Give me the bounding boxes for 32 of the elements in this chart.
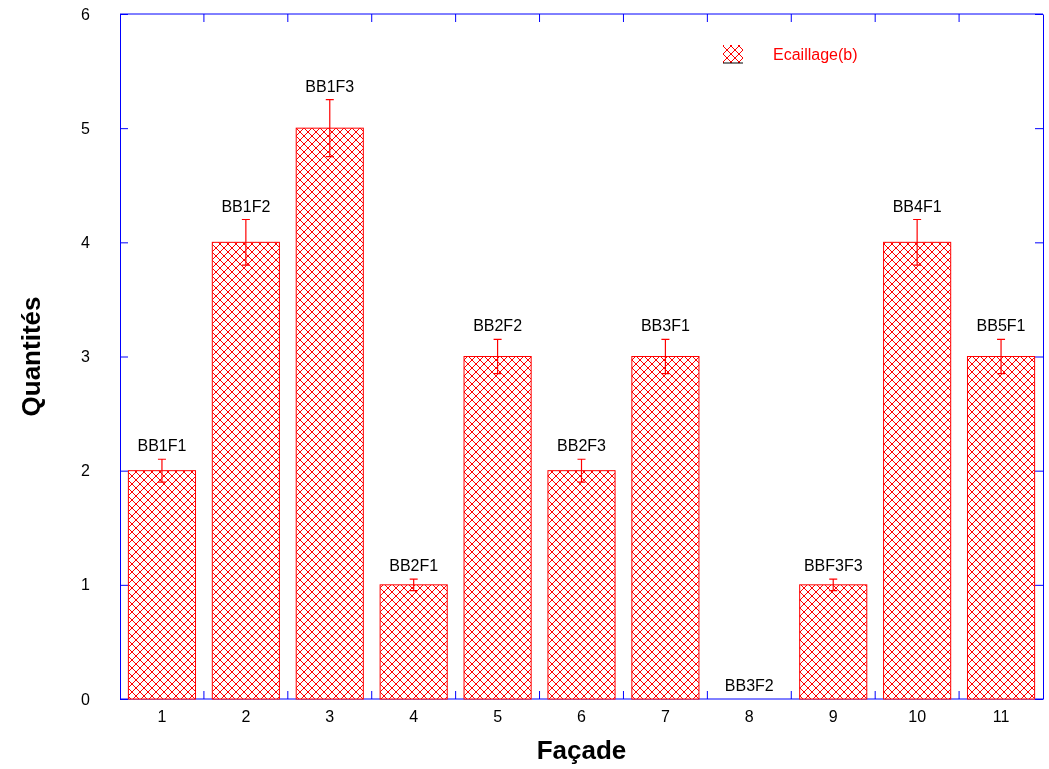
y-tick-label: 2 — [81, 462, 91, 480]
annotation: BB1F3 — [305, 77, 355, 95]
x-tick-label: 4 — [409, 708, 419, 726]
annotation: BBF3F3 — [803, 557, 863, 575]
annotation: BB2F1 — [389, 557, 439, 575]
y-tick-label: 5 — [81, 119, 91, 137]
annotation: BB3F2 — [724, 677, 774, 694]
annotation: BB1F1 — [137, 437, 187, 455]
x-tick-label: 8 — [744, 708, 754, 726]
y-tick-label: 4 — [81, 233, 91, 251]
annotation: BB2F2 — [473, 317, 523, 335]
y-axis-title: Quantités — [16, 296, 46, 417]
annotation: BB5F1 — [976, 317, 1026, 335]
annotation: BB1F2 — [221, 197, 271, 215]
y-tick-label: 3 — [81, 348, 91, 366]
y-tick-label: 0 — [81, 690, 91, 708]
legend-label: Ecaillage(b) — [773, 46, 858, 63]
y-tick-label: 6 — [81, 5, 91, 23]
x-tick-label: 6 — [577, 708, 587, 726]
annotation: BB4F1 — [892, 197, 942, 215]
x-tick-label: 7 — [660, 708, 670, 726]
x-tick-label: 1 — [157, 708, 167, 726]
x-tick-label: 5 — [493, 708, 503, 726]
x-tick-label: 10 — [908, 708, 927, 726]
x-tick-label: 11 — [992, 708, 1010, 726]
x-tick-label: 2 — [241, 708, 251, 726]
y-tick-label: 1 — [81, 576, 91, 594]
x-axis-title: Façade — [536, 735, 627, 765]
x-tick-label: 3 — [325, 708, 335, 726]
annotation: BB3F1 — [640, 317, 690, 335]
x-tick-label: 9 — [828, 708, 838, 726]
annotation: BB2F3 — [557, 437, 607, 455]
